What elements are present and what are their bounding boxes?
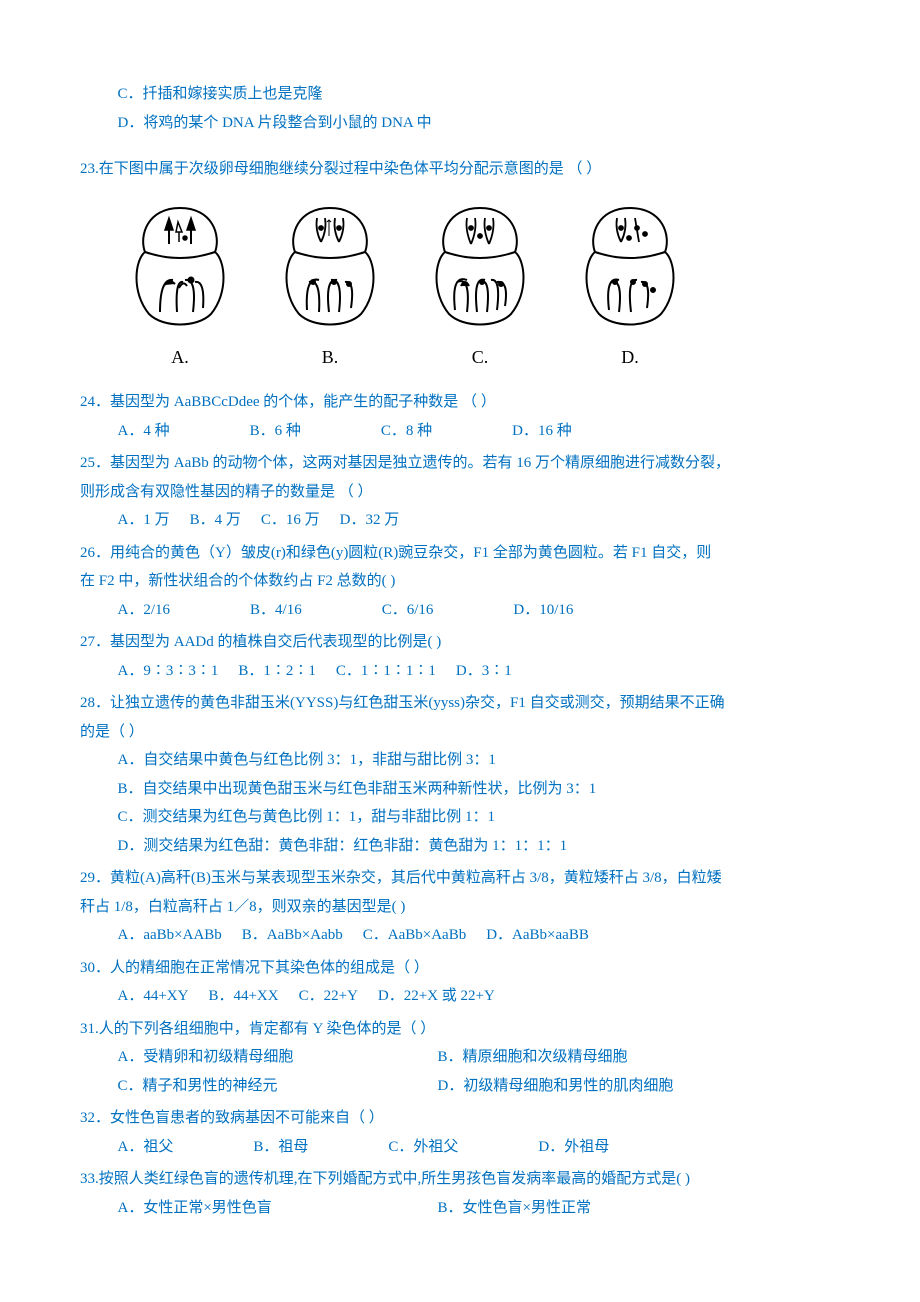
option-a: A．4 种: [118, 417, 250, 446]
cell-diagram-d: [575, 200, 685, 330]
question-31: 31.人的下列各组细胞中，肯定都有 Y 染色体的是（ ） A．受精卵和初级精母细…: [80, 1015, 840, 1101]
question-stem-line2: 则形成含有双隐性基因的精子的数量是 （ ）: [80, 478, 840, 507]
option-b: B．精原细胞和次级精母细胞: [438, 1043, 628, 1072]
option-c: C．6/16: [382, 596, 514, 625]
option-c: C．精子和男性的神经元: [118, 1072, 438, 1101]
question-stem-line2: 秆占 1/8，白粒高秆占 1／8，则双亲的基因型是( ): [80, 893, 840, 922]
option-d: D．将鸡的某个 DNA 片段整合到小鼠的 DNA 中: [80, 109, 840, 138]
question-stem-line1: 28．让独立遗传的黄色非甜玉米(YYSS)与红色甜玉米(yyss)杂交，F1 自…: [80, 689, 840, 718]
option-c: C．测交结果为红色与黄色比例 1：1，甜与非甜比例 1：1: [118, 803, 841, 832]
question-26: 26．用纯合的黄色（Y）皱皮(r)和绿色(y)圆粒(R)豌豆杂交，F1 全部为黄…: [80, 539, 840, 625]
option-b: B．4/16: [250, 596, 382, 625]
question-33: 33.按照人类红绿色盲的遗传机理,在下列婚配方式中,所生男孩色盲发病率最高的婚配…: [80, 1165, 840, 1222]
question-stem-line1: 26．用纯合的黄色（Y）皱皮(r)和绿色(y)圆粒(R)豌豆杂交，F1 全部为黄…: [80, 539, 840, 568]
option-b: B．4 万: [190, 506, 261, 535]
figure-a: A.: [120, 200, 240, 375]
question-stem: 30．人的精细胞在正常情况下其染色体的组成是（ ）: [80, 954, 840, 983]
option-b: B．女性色盲×男性正常: [438, 1194, 591, 1223]
option-d: D．测交结果为红色甜：黄色非甜：红色非甜：黄色甜为 1：1：1：1: [118, 832, 841, 861]
cell-diagram-c: [425, 200, 535, 330]
option-a: A．女性正常×男性色盲: [118, 1194, 438, 1223]
options-row-2: C．精子和男性的神经元 D．初级精母细胞和男性的肌肉细胞: [80, 1072, 840, 1101]
options: A．自交结果中黄色与红色比例 3：1，非甜与甜比例 3：1 B．自交结果中出现黄…: [80, 746, 840, 860]
option-c: C．扦插和嫁接实质上也是克隆: [80, 80, 840, 109]
option-d: D．22+X 或 22+Y: [378, 982, 515, 1011]
option-c: C．8 种: [381, 417, 512, 446]
option-b: B．祖母: [253, 1133, 388, 1162]
option-b: B．44+XX: [208, 982, 298, 1011]
option-b: B．1∶2∶1: [238, 657, 336, 686]
question-22-continued: C．扦插和嫁接实质上也是克隆 D．将鸡的某个 DNA 片段整合到小鼠的 DNA …: [80, 80, 840, 137]
question-stem-line2: 的是（ ）: [80, 718, 840, 747]
question-23: 23.在下图中属于次级卵母细胞继续分裂过程中染色体平均分配示意图的是 （ ）: [80, 155, 840, 384]
option-d: D．外祖母: [538, 1133, 689, 1162]
option-d: D．16 种: [512, 417, 652, 446]
options-row-1: A．受精卵和初级精母细胞 B．精原细胞和次级精母细胞: [80, 1043, 840, 1072]
question-25: 25．基因型为 AaBb 的动物个体，这两对基因是独立遗传的。若有 16 万个精…: [80, 449, 840, 535]
cell-diagram-b: [275, 200, 385, 330]
option-a: A．9∶3∶3∶1: [118, 657, 239, 686]
option-a: A．1 万: [118, 506, 190, 535]
options: A．1 万 B．4 万 C．16 万 D．32 万: [80, 506, 840, 535]
figure-row: A. B.: [80, 184, 840, 385]
cell-diagram-a: [125, 200, 235, 330]
options: A．aaBb×AABb B．AaBb×Aabb C．AaBb×AaBb D．Aa…: [80, 921, 840, 950]
question-stem: 31.人的下列各组细胞中，肯定都有 Y 染色体的是（ ）: [80, 1015, 840, 1044]
options: A．9∶3∶3∶1 B．1∶2∶1 C．1∶1∶1∶1 D．3∶1: [80, 657, 840, 686]
options: A．4 种 B．6 种 C．8 种 D．16 种: [80, 417, 840, 446]
option-a: A．祖父: [118, 1133, 254, 1162]
option-a: A．2/16: [118, 596, 251, 625]
question-stem-line2: 在 F2 中，新性状组合的个体数约占 F2 总数的( ): [80, 567, 840, 596]
question-29: 29．黄粒(A)高秆(B)玉米与某表现型玉米杂交，其后代中黄粒高秆占 3/8，黄…: [80, 864, 840, 950]
option-a: A．受精卵和初级精母细胞: [118, 1043, 438, 1072]
options: A．祖父 B．祖母 C．外祖父 D．外祖母: [80, 1133, 840, 1162]
question-32: 32．女性色盲患者的致病基因不可能来自（ ） A．祖父 B．祖母 C．外祖父 D…: [80, 1104, 840, 1161]
options: A．44+XY B．44+XX C．22+Y D．22+X 或 22+Y: [80, 982, 840, 1011]
option-d: D．3∶1: [456, 657, 532, 686]
question-30: 30．人的精细胞在正常情况下其染色体的组成是（ ） A．44+XY B．44+X…: [80, 954, 840, 1011]
figure-label: C.: [420, 340, 540, 374]
figure-label: A.: [120, 340, 240, 374]
option-c: C．AaBb×AaBb: [363, 921, 486, 950]
figure-d: D.: [570, 200, 690, 375]
option-a: A．aaBb×AABb: [118, 921, 242, 950]
option-c: C．22+Y: [299, 982, 378, 1011]
option-d: D．10/16: [513, 596, 653, 625]
option-d: D．AaBb×aaBB: [486, 921, 609, 950]
option-d: D．32 万: [340, 506, 420, 535]
question-24: 24．基因型为 AaBBCcDdee 的个体，能产生的配子种数是 （ ） A．4…: [80, 388, 840, 445]
question-28: 28．让独立遗传的黄色非甜玉米(YYSS)与红色甜玉米(yyss)杂交，F1 自…: [80, 689, 840, 860]
option-b: B．AaBb×Aabb: [242, 921, 363, 950]
option-b: B．自交结果中出现黄色甜玉米与红色非甜玉米两种新性状，比例为 3：1: [118, 775, 841, 804]
options: A．2/16 B．4/16 C．6/16 D．10/16: [80, 596, 840, 625]
question-stem-line1: 29．黄粒(A)高秆(B)玉米与某表现型玉米杂交，其后代中黄粒高秆占 3/8，黄…: [80, 864, 840, 893]
option-d: D．初级精母细胞和男性的肌肉细胞: [438, 1072, 674, 1101]
figure-c: C.: [420, 200, 540, 375]
question-stem: 23.在下图中属于次级卵母细胞继续分裂过程中染色体平均分配示意图的是 （ ）: [80, 155, 840, 184]
option-b: B．6 种: [250, 417, 381, 446]
question-stem: 27．基因型为 AADd 的植株自交后代表现型的比例是( ): [80, 628, 840, 657]
option-c: C．1∶1∶1∶1: [336, 657, 456, 686]
figure-label: B.: [270, 340, 390, 374]
option-c: C．16 万: [261, 506, 340, 535]
figure-b: B.: [270, 200, 390, 375]
question-27: 27．基因型为 AADd 的植株自交后代表现型的比例是( ) A．9∶3∶3∶1…: [80, 628, 840, 685]
question-stem: 32．女性色盲患者的致病基因不可能来自（ ）: [80, 1104, 840, 1133]
question-stem: 24．基因型为 AaBBCcDdee 的个体，能产生的配子种数是 （ ）: [80, 388, 840, 417]
options-row-1: A．女性正常×男性色盲 B．女性色盲×男性正常: [80, 1194, 840, 1223]
option-a: A．44+XY: [118, 982, 209, 1011]
figure-label: D.: [570, 340, 690, 374]
question-stem: 33.按照人类红绿色盲的遗传机理,在下列婚配方式中,所生男孩色盲发病率最高的婚配…: [80, 1165, 840, 1194]
option-c: C．外祖父: [388, 1133, 538, 1162]
option-a: A．自交结果中黄色与红色比例 3：1，非甜与甜比例 3：1: [118, 746, 841, 775]
question-stem-line1: 25．基因型为 AaBb 的动物个体，这两对基因是独立遗传的。若有 16 万个精…: [80, 449, 840, 478]
